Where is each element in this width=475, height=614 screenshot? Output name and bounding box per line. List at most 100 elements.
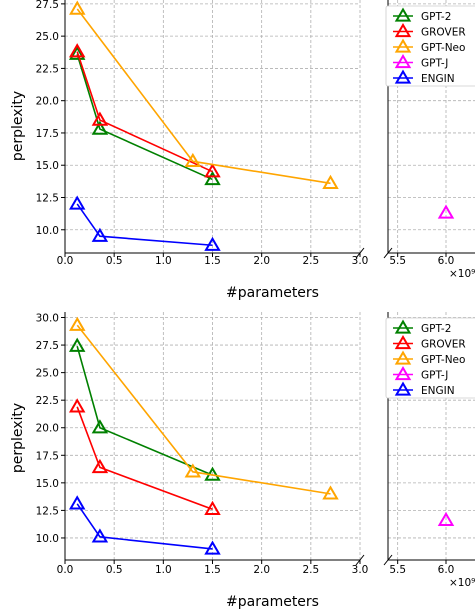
y-tick-label: 15.0 [36, 160, 59, 172]
legend-label: GPT-Neo [421, 42, 465, 54]
data-point [68, 337, 86, 352]
data-point [68, 43, 86, 58]
series-line [76, 406, 213, 511]
legend-item: GROVER [393, 335, 466, 351]
y-tick-label: 25.0 [36, 368, 59, 380]
series-gpt-2 [68, 337, 221, 481]
legend-swatch-marker [394, 69, 412, 84]
series-gpt-2 [68, 45, 221, 186]
legend-label: GPT-J [421, 58, 448, 70]
y-tick-label: 20.0 [36, 96, 59, 108]
legend-label: GROVER [421, 339, 466, 351]
legend-swatch-marker [394, 335, 412, 350]
y-tick-label: 12.5 [36, 192, 59, 204]
x-tick-label: 6.0 [438, 564, 455, 576]
data-point [91, 458, 109, 474]
x-tick-label: 2.0 [253, 255, 270, 267]
data-point [204, 163, 221, 178]
series-line [76, 8, 331, 185]
legend-swatch-marker [394, 381, 412, 396]
legend-item: GPT-2 [393, 319, 451, 335]
data-point [91, 111, 109, 126]
y-tick-label: 17.5 [36, 450, 59, 462]
legend-item: GPT-Neo [393, 38, 465, 54]
x-tick-label: 0.5 [106, 564, 123, 576]
series-gpt-j [437, 204, 455, 219]
y-tick-label: 10.0 [36, 533, 59, 545]
data-point [91, 120, 109, 135]
x-axis-label: #parameters [226, 594, 319, 610]
legend-swatch-marker [394, 366, 412, 381]
data-point [204, 500, 221, 515]
panel-1: 10.0 12.5 15.0 17.5 20.0 22.5 25.0 27.5 0.0 0.5 1.… [10, 0, 475, 301]
series-grover [68, 398, 221, 515]
x-tick-label: 2.0 [253, 564, 270, 576]
x-tick-label: 1.0 [155, 255, 172, 267]
y-tick-label: 10.0 [36, 225, 59, 237]
series-grover [68, 43, 221, 178]
x-offset-label: ×10⁹ [449, 268, 475, 280]
y-tick-label: 27.5 [36, 340, 59, 352]
legend-label: GPT-Neo [421, 354, 465, 366]
data-point [69, 0, 86, 15]
panel-2: 10.0 12.5 15.0 17.5 20.0 22.5 25.0 27.5 30.0 0.0 0… [10, 312, 475, 610]
legend-item: GPT-Neo [393, 350, 465, 366]
series-gpt-j [437, 511, 455, 526]
y-tick-label: 12.5 [36, 505, 59, 517]
x-tick-label: 2.5 [302, 564, 319, 576]
legend-swatch-marker [394, 350, 412, 365]
y-tick-label: 25.0 [36, 31, 59, 43]
y-tick-label: 22.5 [36, 395, 59, 407]
data-point [91, 227, 109, 242]
series-line [76, 345, 213, 476]
data-point [322, 174, 339, 189]
data-point [322, 485, 339, 500]
data-point [184, 152, 202, 168]
x-tick-label: 3.0 [352, 564, 369, 576]
legend-item: ENGIN [393, 69, 455, 85]
legend-swatch-marker [394, 38, 412, 53]
y-tick-label: 22.5 [36, 63, 59, 75]
y-axis-label: perplexity [10, 91, 26, 161]
data-point [437, 511, 455, 526]
data-point [91, 528, 109, 543]
legend-label: ENGIN [421, 73, 455, 85]
series-engin [68, 195, 221, 251]
legend-item: GPT-2 [393, 7, 451, 23]
legend-swatch-marker [394, 319, 412, 334]
y-axis-label: perplexity [10, 403, 26, 473]
y-tick-label: 15.0 [36, 478, 59, 490]
x-tick-label: 0.0 [57, 564, 74, 576]
series-line [76, 51, 213, 173]
x-tick-label: 6.0 [438, 255, 455, 267]
x-tick-label: 0.0 [57, 255, 74, 267]
data-point [437, 204, 455, 219]
data-point [68, 45, 86, 60]
data-point [184, 463, 202, 478]
series-engin [68, 495, 221, 555]
x-offset-label: ×10⁹ [449, 577, 475, 589]
legend-label: GROVER [421, 27, 466, 39]
series-gpt-neo [69, 0, 339, 189]
y-tick-label: 30.0 [36, 313, 59, 325]
legend-label: GPT-2 [421, 11, 451, 23]
axis-break-mark [383, 554, 393, 566]
x-tick-label: 1.0 [155, 564, 172, 576]
series-line [76, 53, 213, 181]
series-line [76, 324, 331, 495]
series-gpt-neo [69, 316, 339, 500]
legend-swatch-marker [394, 23, 412, 38]
legend-label: GPT-2 [421, 323, 451, 335]
data-point [204, 540, 221, 555]
data-point [68, 195, 86, 210]
x-tick-label: 5.5 [389, 255, 406, 267]
data-point [68, 398, 86, 413]
legend-swatch-marker [394, 7, 412, 22]
x-tick-label: 5.5 [389, 564, 406, 576]
data-point [204, 236, 221, 251]
legend-label: GPT-J [421, 370, 448, 382]
x-tick-label: 1.5 [204, 564, 221, 576]
y-tick-label: 17.5 [36, 128, 59, 140]
x-tick-label: 1.5 [204, 255, 221, 267]
legend-item: ENGIN [393, 381, 455, 397]
